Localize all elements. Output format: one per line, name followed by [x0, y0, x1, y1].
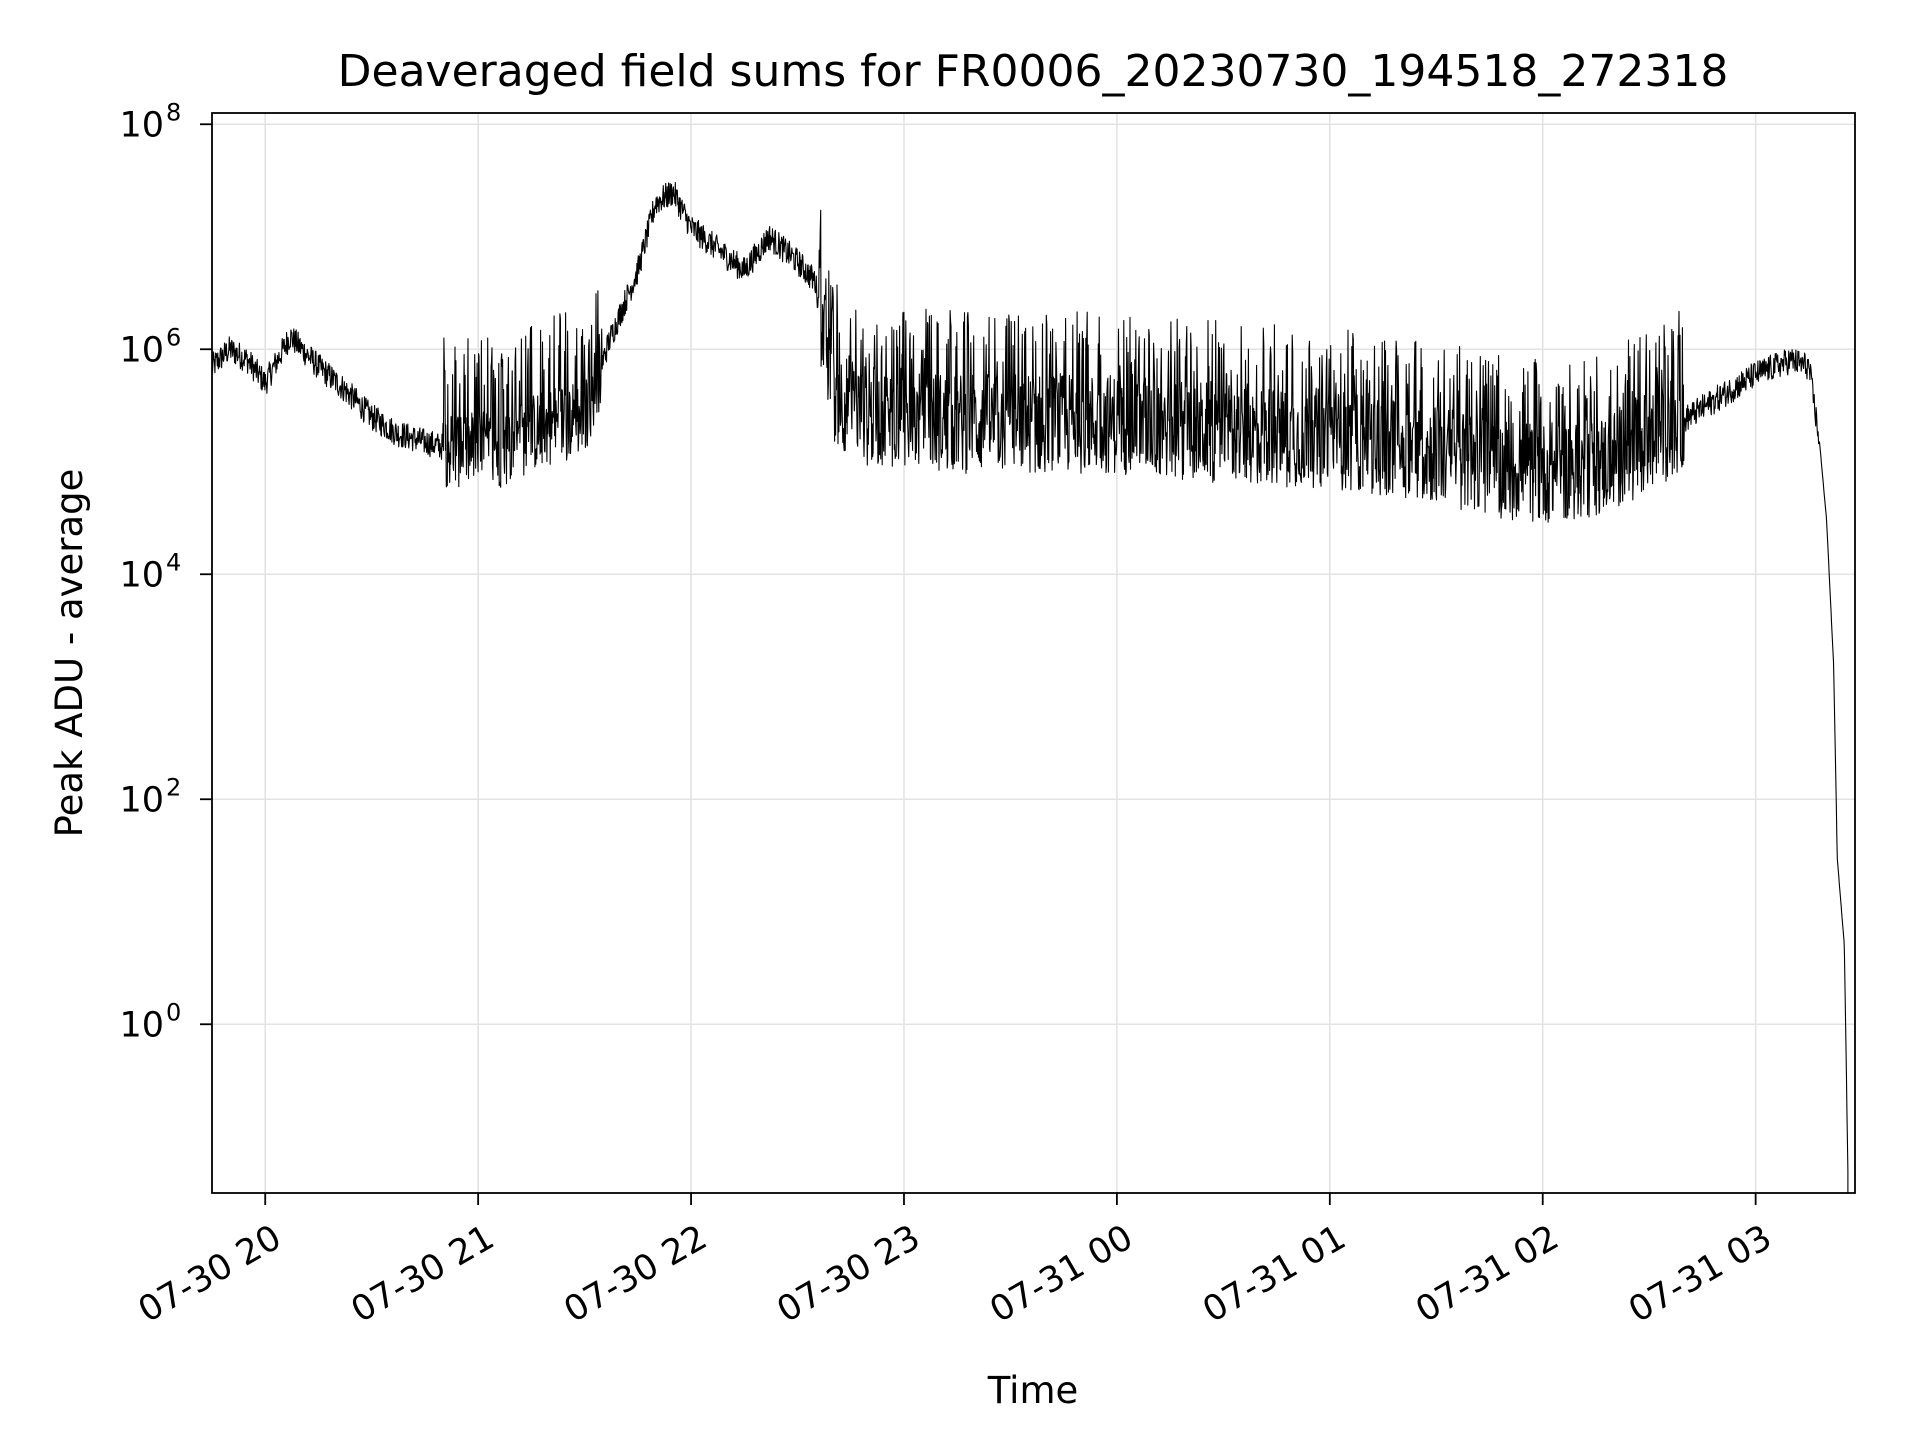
- y-tick-base: 10: [119, 555, 164, 595]
- y-axis-label: Peak ADU - average: [48, 469, 91, 838]
- y-tick-base: 10: [119, 330, 164, 370]
- grid: [212, 113, 1855, 1193]
- plot-area: [211, 182, 1849, 1193]
- y-tick-label: 10: [119, 105, 164, 145]
- chart-title: Deaveraged field sums for FR0006_2023073…: [338, 46, 1729, 97]
- y-tick-exponent: 0: [166, 998, 181, 1026]
- y-tick-label: 10: [119, 780, 164, 820]
- x-axis-label: Time: [987, 1369, 1079, 1412]
- y-tick-exponent: 2: [166, 773, 181, 801]
- y-tick-exponent: 8: [166, 98, 181, 126]
- y-tick-base: 10: [119, 780, 164, 820]
- y-tick-label: 10: [119, 1005, 164, 1045]
- y-tick-base: 10: [119, 1005, 164, 1045]
- y-tick-exponent: 6: [166, 323, 181, 351]
- axes-frame: [211, 112, 1856, 1194]
- series-line: [211, 182, 1849, 1193]
- y-tick-label: 10: [119, 555, 164, 595]
- y-tick-base: 10: [119, 105, 164, 145]
- y-tick-label: 10: [119, 330, 164, 370]
- y-tick-exponent: 4: [166, 548, 181, 576]
